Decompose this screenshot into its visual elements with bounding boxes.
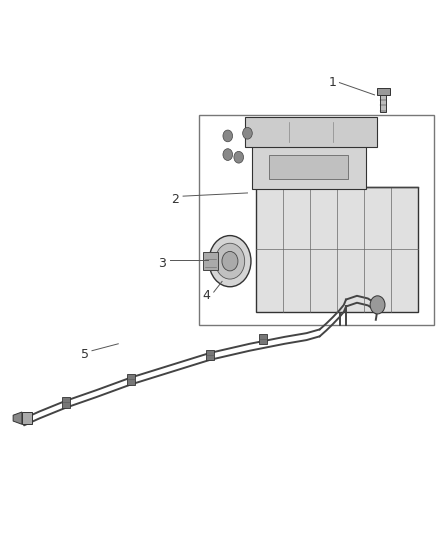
- Text: 2: 2: [171, 193, 179, 206]
- Text: 4: 4: [202, 289, 210, 302]
- Bar: [203, 252, 218, 270]
- Text: 3: 3: [158, 257, 166, 270]
- Bar: [127, 374, 135, 385]
- Bar: [380, 94, 386, 112]
- Circle shape: [209, 236, 251, 287]
- Circle shape: [234, 151, 244, 163]
- Circle shape: [215, 243, 245, 279]
- Circle shape: [223, 130, 233, 142]
- Circle shape: [370, 296, 385, 314]
- Bar: [62, 397, 70, 408]
- Bar: [206, 350, 214, 360]
- Bar: [199, 115, 434, 325]
- Bar: [22, 412, 32, 424]
- Text: 5: 5: [81, 348, 89, 361]
- Text: 1: 1: [329, 76, 337, 89]
- Bar: [377, 88, 390, 95]
- Circle shape: [222, 252, 238, 271]
- Circle shape: [243, 127, 252, 139]
- Polygon shape: [13, 412, 22, 424]
- Circle shape: [223, 149, 233, 160]
- Bar: [256, 187, 418, 312]
- Bar: [245, 117, 377, 147]
- Bar: [252, 144, 366, 189]
- Bar: [269, 155, 348, 179]
- Bar: [259, 334, 267, 344]
